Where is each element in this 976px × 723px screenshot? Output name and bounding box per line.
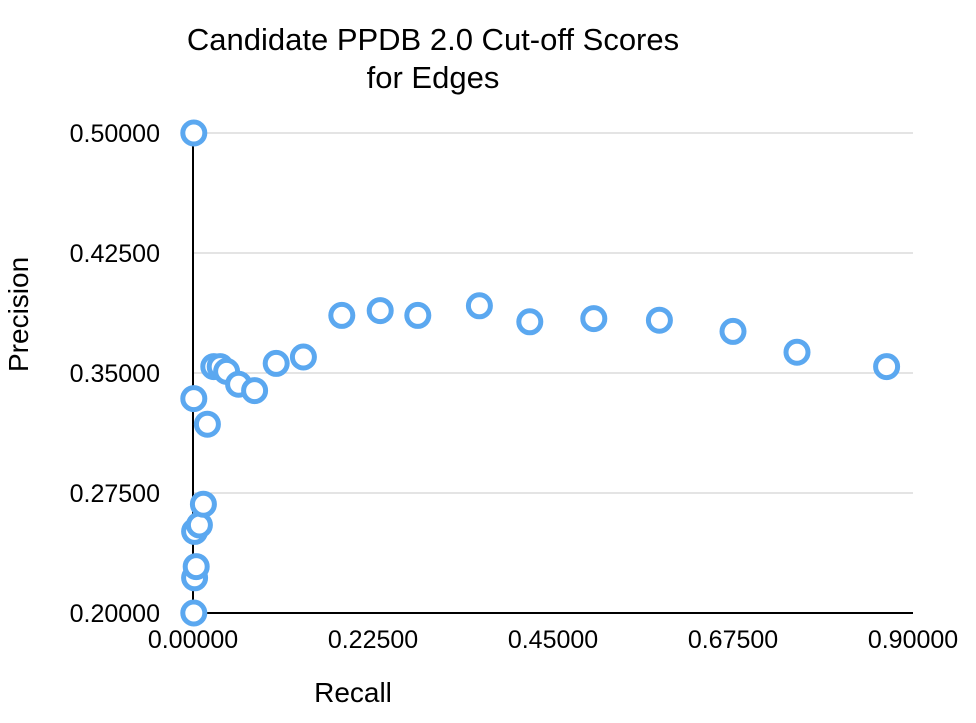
data-point xyxy=(580,305,608,333)
data-point xyxy=(366,297,394,325)
chart-title-line-1: Candidate PPDB 2.0 Cut-off Scores xyxy=(186,22,680,57)
data-point xyxy=(783,338,811,366)
data-point xyxy=(262,349,290,377)
data-point xyxy=(516,308,544,336)
data-point xyxy=(189,490,217,518)
y-tick-label: 0.27500 xyxy=(70,480,160,508)
data-point xyxy=(185,511,213,539)
data-point xyxy=(180,599,208,627)
y-axis-label: Precision xyxy=(3,256,34,372)
data-point xyxy=(180,385,208,413)
chart-title-line-2: for Edges xyxy=(366,60,500,95)
data-point xyxy=(719,317,747,345)
data-point xyxy=(193,410,221,438)
data-point xyxy=(289,343,317,371)
x-axis-label: Recall xyxy=(314,677,392,708)
data-point xyxy=(465,292,493,320)
data-point xyxy=(645,306,673,334)
data-point xyxy=(328,301,356,329)
data-point xyxy=(182,553,210,581)
y-tick-label: 0.42500 xyxy=(70,240,160,268)
x-tick-label: 0.00000 xyxy=(148,626,238,654)
data-point xyxy=(873,353,901,381)
x-tick-label: 0.45000 xyxy=(508,626,598,654)
data-point xyxy=(180,119,208,147)
x-tick-label: 0.90000 xyxy=(868,626,958,654)
data-point xyxy=(241,377,269,405)
y-tick-label: 0.20000 xyxy=(70,600,160,628)
y-tick-label: 0.35000 xyxy=(70,360,160,388)
x-tick-label: 0.22500 xyxy=(328,626,418,654)
data-point xyxy=(404,301,432,329)
y-tick-label: 0.50000 xyxy=(70,120,160,148)
x-tick-label: 0.67500 xyxy=(688,626,778,654)
